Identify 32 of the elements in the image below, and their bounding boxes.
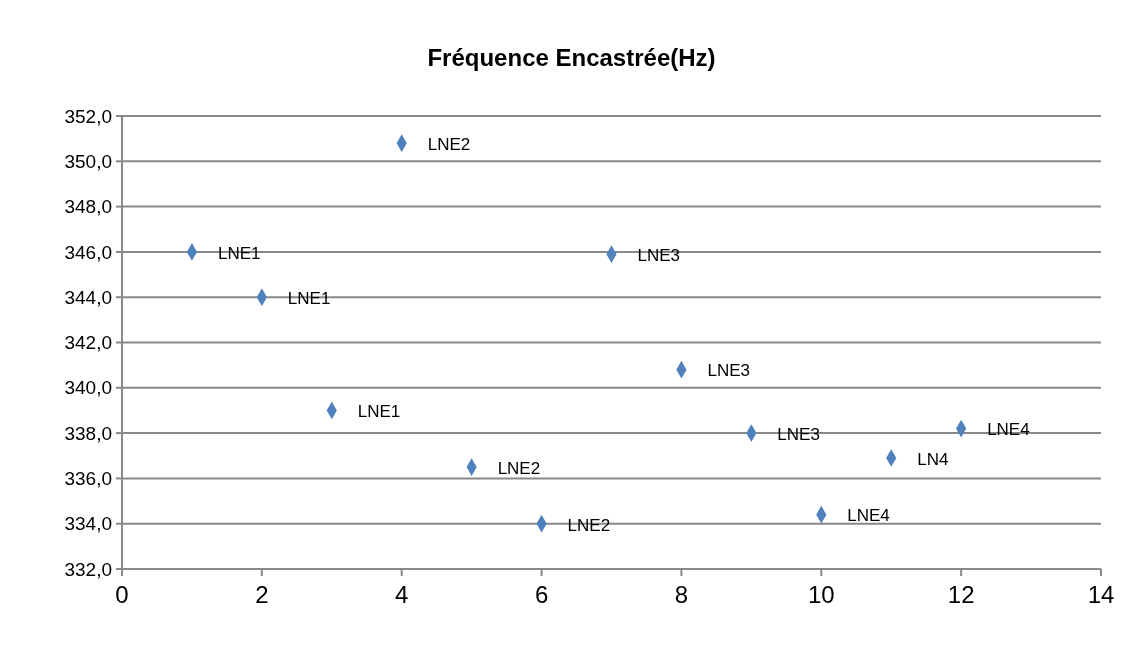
y-tick-label: 346,0 (64, 241, 112, 263)
annotation: LNE1 (217, 243, 261, 263)
annotation: LNE3 (637, 245, 681, 265)
x-tick-label: 10 (807, 581, 835, 608)
x-tick-label: 14 (1087, 581, 1115, 608)
annotation: LNE3 (707, 361, 750, 381)
annotation: LNE2 (427, 134, 471, 154)
y-tick-label: 336,0 (64, 468, 112, 490)
chart-title: Fréquence Encastrée(Hz) (427, 44, 716, 71)
y-tick-label: 334,0 (64, 513, 112, 535)
y-tick-label: 338,0 (64, 422, 112, 444)
x-tick-label: 8 (674, 581, 689, 608)
annotation: LNE4 (987, 420, 1030, 440)
annotation: LNE2 (497, 458, 541, 478)
y-tick-label: 352,0 (64, 105, 112, 127)
y-tick-label: 348,0 (64, 196, 112, 218)
y-tick-label: 340,0 (64, 377, 112, 399)
x-tick-label: 2 (255, 581, 269, 608)
y-tick-label: 344,0 (64, 286, 112, 308)
x-tick-label: 6 (534, 581, 549, 608)
y-tick-label: 332,0 (64, 558, 112, 580)
x-tick-label: 4 (395, 581, 409, 608)
x-tick-label: 12 (947, 581, 975, 608)
annotation: LNE4 (847, 506, 890, 526)
annotation: LNE3 (777, 424, 820, 444)
annotation: LNE1 (357, 402, 401, 422)
annotation: LN4 (917, 449, 949, 469)
annotation: LNE2 (567, 515, 611, 535)
annotation: LNE1 (287, 289, 331, 308)
y-tick-label: 342,0 (64, 332, 112, 354)
x-tick-label: 0 (115, 581, 129, 608)
y-tick-label: 350,0 (64, 150, 112, 172)
